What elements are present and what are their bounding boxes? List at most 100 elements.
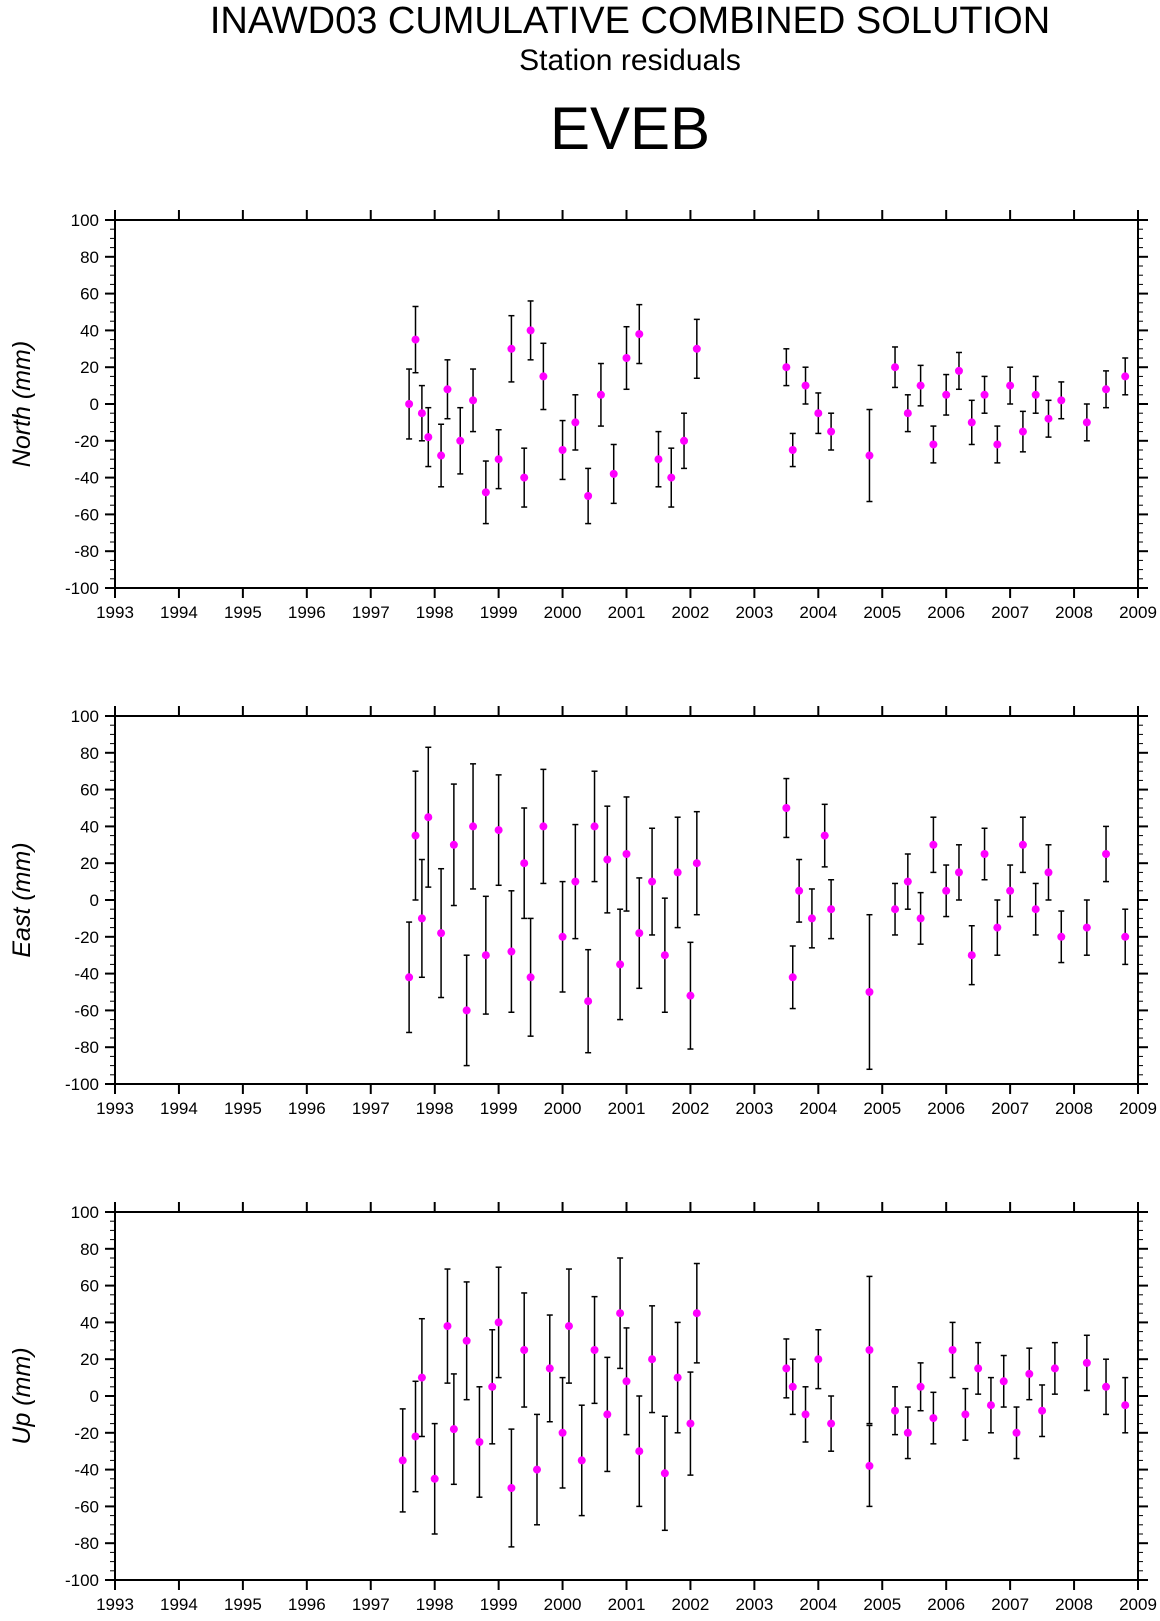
up-x-tick-label: 1994 — [160, 1595, 198, 1614]
up-data-point — [1082, 1358, 1091, 1367]
north-x-tick-label: 1994 — [160, 603, 198, 622]
east-data-point — [1018, 840, 1027, 849]
east-data-point — [782, 804, 791, 812]
north-data-point — [596, 390, 605, 399]
north-data-point — [954, 366, 963, 375]
north-data-point — [865, 451, 874, 460]
north-data-point — [622, 354, 631, 362]
up-data-point — [1012, 1428, 1021, 1437]
up-data-point — [545, 1364, 554, 1373]
east-x-tick-label: 1994 — [160, 1099, 198, 1118]
east-y-tick-label: 100 — [71, 707, 99, 726]
up-data-point — [520, 1346, 529, 1354]
up-data-point — [507, 1484, 516, 1492]
up-data-point — [417, 1373, 426, 1382]
east-data-point — [622, 850, 631, 858]
north-data-point — [558, 446, 567, 454]
north-data-point — [437, 451, 446, 460]
north-x-tick-label: 2003 — [735, 603, 773, 622]
east-data-point — [405, 973, 414, 982]
east-x-tick-label: 2001 — [608, 1099, 646, 1118]
east-y-tick-label: -20 — [74, 928, 99, 947]
east-data-point — [980, 850, 989, 858]
east-data-point — [648, 877, 657, 886]
east-data-point — [462, 1006, 471, 1015]
up-y-tick-label: -40 — [74, 1461, 99, 1480]
up-x-tick-label: 2002 — [672, 1595, 710, 1614]
east-data-point — [993, 923, 1002, 932]
up-data-point — [801, 1410, 810, 1419]
north-data-point — [680, 436, 689, 445]
up-data-point — [449, 1425, 458, 1434]
up-x-tick-label: 2007 — [991, 1595, 1029, 1614]
north-x-tick-label: 1996 — [288, 603, 326, 622]
east-data-point — [686, 991, 695, 1000]
up-data-point — [986, 1401, 995, 1410]
east-y-tick-label: -40 — [74, 965, 99, 984]
up-data-point — [673, 1373, 682, 1382]
chart-title: INAWD03 CUMULATIVE COMBINED SOLUTION — [209, 0, 1051, 42]
up-data-point — [865, 1346, 874, 1354]
east-data-point — [411, 831, 420, 840]
east-data-point — [1121, 932, 1130, 941]
east-data-point — [692, 859, 701, 868]
east-x-tick-label: 1998 — [416, 1099, 454, 1118]
east-data-point — [903, 877, 912, 886]
east-data-point — [584, 997, 593, 1006]
east-data-point — [507, 947, 516, 956]
east-data-point — [660, 951, 669, 960]
up-data-point — [903, 1428, 912, 1437]
east-data-point — [449, 840, 458, 849]
east-data-point — [673, 868, 682, 877]
north-data-point — [1102, 385, 1111, 394]
east-y-tick-label: 0 — [90, 891, 99, 910]
up-x-tick-label: 2005 — [863, 1595, 901, 1614]
up-data-point — [865, 1461, 874, 1470]
north-data-point — [571, 418, 580, 427]
north-data-point — [507, 344, 516, 353]
east-y-tick-label: 80 — [80, 744, 99, 763]
up-y-tick-label: -60 — [74, 1497, 99, 1516]
north-data-point — [980, 390, 989, 399]
up-x-tick-label: 1993 — [96, 1595, 134, 1614]
up-data-point — [1025, 1369, 1034, 1378]
north-data-point — [481, 488, 490, 497]
north-data-point — [929, 440, 938, 449]
north-data-point — [411, 335, 420, 344]
north-data-point — [584, 492, 593, 500]
north-data-point — [417, 409, 426, 418]
east-data-point — [1031, 905, 1040, 914]
north-x-tick-label: 2004 — [799, 603, 837, 622]
north-x-tick-label: 2009 — [1119, 603, 1157, 622]
north-y-tick-label: -80 — [74, 542, 99, 561]
north-data-point — [782, 363, 791, 372]
north-data-point — [942, 390, 951, 399]
north-data-point — [827, 427, 836, 436]
east-data-point — [539, 822, 548, 831]
station-name: EVEB — [549, 95, 711, 162]
up-data-point — [648, 1355, 657, 1364]
north-data-point — [891, 363, 900, 372]
east-data-point — [891, 905, 900, 914]
east-x-tick-label: 2003 — [735, 1099, 773, 1118]
up-data-point — [1121, 1401, 1130, 1410]
north-data-point — [903, 409, 912, 418]
up-x-tick-label: 1996 — [288, 1595, 326, 1614]
east-data-point — [942, 886, 951, 895]
east-y-tick-label: 40 — [80, 817, 99, 836]
east-data-point — [865, 988, 874, 996]
north-y-tick-label: 0 — [90, 395, 99, 414]
east-y-tick-label: 60 — [80, 781, 99, 800]
east-data-point — [1082, 923, 1091, 932]
east-x-tick-label: 2000 — [544, 1099, 582, 1118]
up-x-tick-label: 1995 — [224, 1595, 262, 1614]
north-data-point — [539, 372, 548, 381]
up-data-point — [782, 1364, 791, 1373]
east-x-tick-label: 2005 — [863, 1099, 901, 1118]
up-data-point — [686, 1419, 695, 1428]
up-y-tick-label: 80 — [80, 1240, 99, 1259]
north-data-point — [494, 455, 503, 464]
up-x-tick-label: 1998 — [416, 1595, 454, 1614]
north-y-tick-label: -100 — [65, 579, 99, 598]
north-data-point — [667, 473, 676, 482]
